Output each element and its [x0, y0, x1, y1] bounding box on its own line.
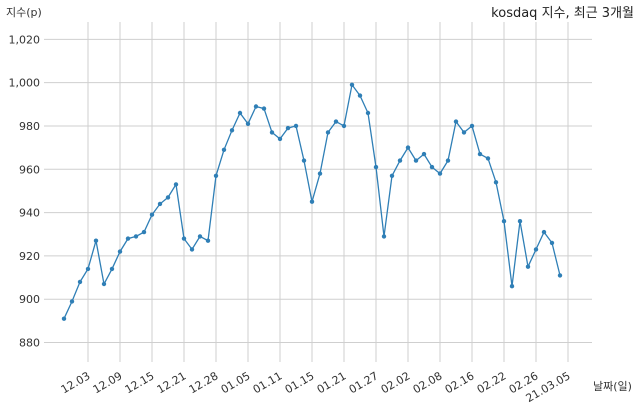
data-point: [493, 180, 499, 185]
data-point: [117, 249, 123, 254]
data-point: [213, 173, 219, 178]
data-point: [125, 236, 131, 241]
data-point: [141, 229, 147, 235]
x-tick-label: 01.05: [219, 369, 253, 396]
data-point: [469, 123, 475, 129]
data-point: [101, 281, 107, 287]
chart-title: kosdaq 지수, 최근 3개월: [491, 6, 634, 21]
data-point: [157, 201, 163, 207]
data-point: [437, 171, 443, 176]
data-point: [517, 219, 523, 224]
data-point: [357, 93, 363, 98]
y-tick-label: 900: [19, 293, 40, 306]
data-point: [229, 128, 235, 133]
data-point: [109, 266, 115, 272]
data-points: [61, 82, 563, 321]
data-point: [461, 130, 467, 135]
data-point: [509, 284, 515, 289]
data-point: [349, 82, 355, 88]
data-point: [93, 238, 99, 243]
data-point: [269, 130, 275, 135]
x-tick-label: 01.11: [251, 369, 285, 396]
data-point: [485, 156, 491, 161]
y-tick-label: 960: [19, 163, 40, 176]
data-point: [421, 151, 427, 157]
data-point: [405, 145, 411, 150]
data-point: [189, 247, 195, 252]
data-point: [317, 171, 323, 176]
data-point: [181, 236, 187, 241]
x-axis-label: 날짜(일): [593, 379, 632, 393]
data-point: [205, 238, 211, 243]
y-tick-label: 940: [19, 207, 40, 220]
data-point: [237, 110, 243, 116]
data-point: [525, 264, 531, 269]
data-point: [77, 279, 83, 285]
data-point: [197, 234, 203, 239]
data-point: [61, 316, 67, 321]
data-point: [453, 119, 459, 124]
data-point: [277, 136, 283, 142]
x-tick-label: 02.02: [379, 369, 413, 396]
data-point: [149, 212, 155, 217]
data-point: [221, 147, 227, 152]
x-tick-label: 12.03: [59, 369, 93, 396]
x-tick-label: 02.08: [411, 369, 445, 396]
grid-layer: [44, 22, 592, 362]
data-point: [301, 158, 307, 163]
y-tick-label: 1,020: [9, 33, 41, 46]
y-tick-labels: 880 900 920 940 960 980 1,000 1,020: [9, 33, 41, 349]
data-point: [309, 199, 315, 204]
data-point: [501, 219, 507, 224]
data-point: [445, 158, 451, 163]
x-tick-label: 12.21: [155, 369, 189, 396]
x-tick-label: 02.16: [443, 369, 477, 396]
data-point: [549, 240, 555, 246]
data-point: [245, 121, 251, 127]
data-point: [165, 195, 171, 200]
data-point: [253, 104, 259, 109]
x-tick-label: 02.22: [475, 369, 509, 396]
data-point: [373, 164, 379, 170]
data-point: [477, 151, 483, 157]
data-point: [541, 229, 547, 235]
x-tick-label: 12.28: [187, 369, 221, 396]
data-point: [341, 123, 347, 129]
x-tick-label: 01.15: [283, 369, 317, 396]
data-point: [285, 125, 291, 131]
data-point: [333, 119, 339, 124]
data-point: [173, 182, 179, 187]
data-point: [429, 164, 435, 170]
data-point: [413, 158, 419, 163]
data-point: [69, 299, 75, 304]
data-point: [381, 234, 387, 239]
data-point: [557, 273, 563, 278]
data-point: [325, 130, 331, 135]
y-tick-label: 880: [19, 337, 40, 350]
y-tick-label: 920: [19, 250, 40, 263]
data-point: [261, 106, 267, 111]
y-tick-label: 1,000: [9, 77, 41, 90]
data-point: [389, 173, 395, 178]
x-tick-label: 01.27: [347, 369, 381, 396]
x-tick-label: 12.09: [91, 369, 125, 396]
data-point: [293, 123, 299, 129]
y-axis-label: 지수(p): [6, 6, 42, 19]
x-tick-label: 01.21: [315, 369, 349, 396]
data-point: [133, 234, 139, 239]
y-tick-label: 980: [19, 120, 40, 133]
data-point: [85, 266, 91, 272]
x-tick-label: 12.15: [123, 369, 157, 396]
data-point: [397, 158, 403, 163]
data-point: [365, 110, 371, 116]
data-point: [533, 247, 539, 252]
x-tick-labels: 12.0312.0912.1512.2112.2801.0501.1101.15…: [59, 369, 573, 405]
